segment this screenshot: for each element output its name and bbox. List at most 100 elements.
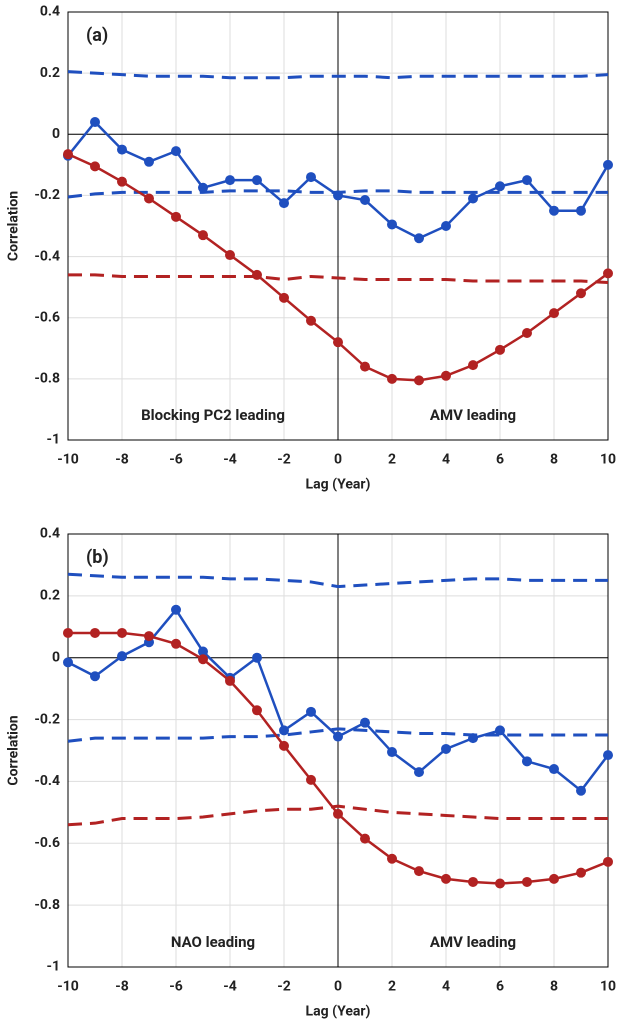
marker — [90, 671, 100, 682]
y-tick-label: -1 — [46, 959, 60, 975]
y-tick-label: 0.2 — [40, 588, 60, 604]
marker — [414, 233, 424, 244]
marker — [522, 876, 532, 887]
marker — [225, 675, 235, 686]
marker — [441, 743, 451, 754]
marker — [63, 657, 73, 668]
annotation: AMV leading — [430, 406, 516, 424]
marker — [468, 360, 478, 371]
marker — [333, 808, 343, 819]
marker — [90, 161, 100, 172]
marker — [441, 370, 451, 381]
y-tick-label: 0.4 — [40, 526, 60, 542]
marker — [117, 176, 127, 187]
y-tick-label: 0 — [52, 649, 60, 665]
annotation: AMV leading — [430, 933, 516, 951]
x-axis-label: Lag (Year) — [306, 1004, 371, 1020]
x-tick-label: -6 — [169, 452, 183, 468]
y-tick-label: -0.4 — [34, 773, 60, 789]
marker — [495, 181, 505, 192]
marker — [468, 193, 478, 204]
marker — [198, 182, 208, 193]
x-tick-label: -8 — [115, 979, 129, 995]
marker — [603, 750, 613, 761]
x-tick-label: 8 — [550, 979, 558, 995]
x-tick-label: 2 — [388, 452, 396, 468]
panel-label: (b) — [86, 547, 109, 568]
marker — [225, 175, 235, 186]
marker — [252, 175, 262, 186]
dashed-line — [67, 70, 609, 80]
x-tick-label: -2 — [277, 452, 291, 468]
y-tick-label: -1 — [46, 432, 60, 448]
marker — [468, 876, 478, 887]
marker — [171, 146, 181, 157]
marker — [576, 867, 586, 878]
y-tick-label: -0.8 — [34, 371, 60, 387]
marker — [279, 292, 289, 303]
marker — [63, 627, 73, 638]
marker — [333, 731, 343, 742]
y-axis-label: Correlation — [6, 191, 22, 261]
x-tick-label: 2 — [388, 979, 396, 995]
marker — [549, 873, 559, 884]
marker — [117, 627, 127, 638]
y-tick-label: -0.2 — [34, 711, 60, 727]
marker — [576, 785, 586, 796]
y-tick-label: -0.2 — [34, 187, 60, 203]
x-tick-label: -6 — [169, 979, 183, 995]
marker — [90, 117, 100, 128]
y-tick-label: 0 — [52, 126, 60, 142]
marker — [279, 725, 289, 736]
marker — [387, 747, 397, 758]
marker — [522, 175, 532, 186]
panel-label: (a) — [86, 25, 108, 46]
marker — [549, 764, 559, 775]
x-tick-label: -8 — [115, 452, 129, 468]
marker — [198, 646, 208, 657]
x-tick-label: 6 — [496, 452, 504, 468]
marker — [252, 652, 262, 663]
x-tick-label: 0 — [334, 979, 342, 995]
marker — [306, 706, 316, 717]
annotation: NAO leading — [171, 933, 255, 951]
annotation: Blocking PC2 leading — [141, 406, 285, 424]
marker — [306, 315, 316, 326]
y-tick-label: -0.8 — [34, 897, 60, 913]
marker — [171, 638, 181, 649]
marker — [603, 159, 613, 170]
marker — [252, 705, 262, 716]
x-tick-label: -10 — [57, 979, 79, 995]
marker — [468, 733, 478, 744]
marker — [198, 654, 208, 665]
marker — [387, 219, 397, 230]
marker — [279, 740, 289, 751]
marker — [576, 288, 586, 299]
marker — [603, 268, 613, 279]
marker — [360, 833, 370, 844]
x-tick-label: -4 — [223, 452, 237, 468]
marker — [549, 205, 559, 216]
x-tick-label: 4 — [442, 979, 450, 995]
dashed-line — [67, 727, 608, 743]
marker — [171, 211, 181, 222]
marker — [144, 193, 154, 204]
marker — [576, 205, 586, 216]
marker — [306, 774, 316, 785]
marker — [387, 853, 397, 864]
marker — [360, 717, 370, 728]
x-tick-label: -4 — [223, 979, 237, 995]
x-tick-label: -10 — [57, 452, 79, 468]
marker — [63, 149, 73, 160]
x-tick-label: 10 — [600, 979, 616, 995]
x-tick-label: -2 — [277, 979, 291, 995]
y-tick-label: 0.2 — [40, 65, 60, 81]
marker — [414, 866, 424, 877]
marker — [360, 195, 370, 206]
y-tick-label: -0.6 — [34, 835, 60, 851]
marker — [90, 627, 100, 638]
marker — [603, 856, 613, 867]
x-tick-label: 6 — [496, 979, 504, 995]
